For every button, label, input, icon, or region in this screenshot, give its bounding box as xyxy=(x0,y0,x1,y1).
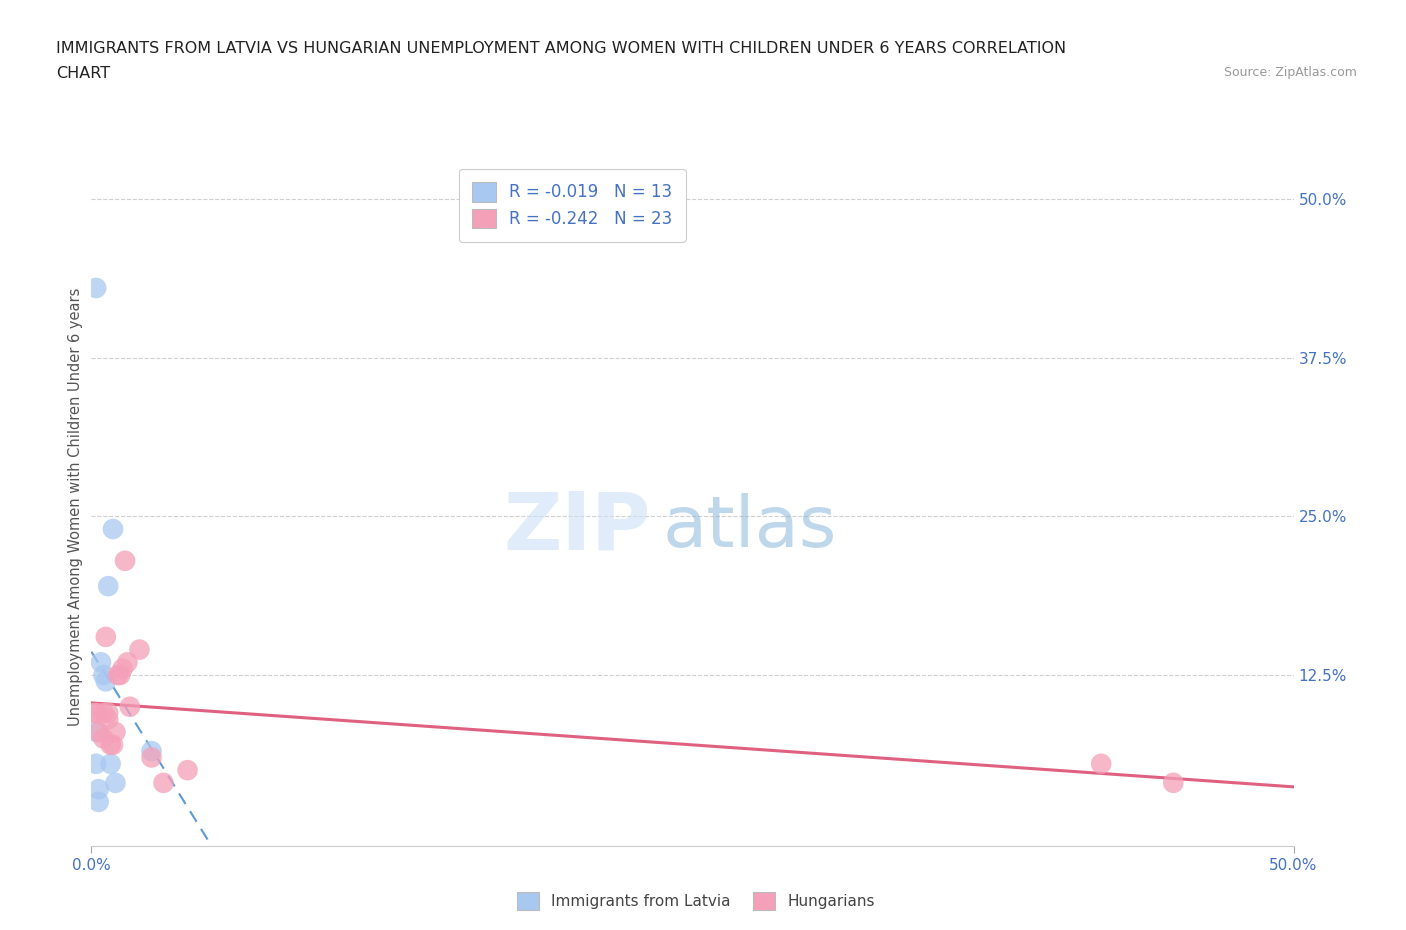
Point xyxy=(117,655,139,670)
Text: CHART: CHART xyxy=(56,66,110,81)
Point xyxy=(84,281,107,296)
Point xyxy=(141,750,163,764)
Point xyxy=(1161,776,1184,790)
Point xyxy=(94,630,117,644)
Point xyxy=(118,699,141,714)
Point xyxy=(97,578,120,593)
Point xyxy=(83,706,105,721)
Point xyxy=(152,776,174,790)
Point xyxy=(104,776,127,790)
Point xyxy=(110,668,132,683)
Point xyxy=(93,668,115,683)
Point xyxy=(87,782,110,797)
Point xyxy=(93,706,115,721)
Point xyxy=(87,794,110,809)
Text: Source: ZipAtlas.com: Source: ZipAtlas.com xyxy=(1223,66,1357,79)
Point xyxy=(94,674,117,689)
Point xyxy=(84,724,107,739)
Text: atlas: atlas xyxy=(662,493,837,562)
Point xyxy=(114,553,136,568)
Point xyxy=(84,756,107,771)
Text: IMMIGRANTS FROM LATVIA VS HUNGARIAN UNEMPLOYMENT AMONG WOMEN WITH CHILDREN UNDER: IMMIGRANTS FROM LATVIA VS HUNGARIAN UNEM… xyxy=(56,41,1066,56)
Point xyxy=(90,655,112,670)
Point xyxy=(128,643,150,658)
Point xyxy=(97,712,120,727)
Point xyxy=(1090,756,1112,771)
Point xyxy=(141,744,163,759)
Point xyxy=(100,737,122,752)
Point xyxy=(100,756,122,771)
Point xyxy=(101,522,124,537)
Point xyxy=(84,706,107,721)
Point xyxy=(104,724,127,739)
Point xyxy=(176,763,198,777)
Y-axis label: Unemployment Among Women with Children Under 6 years: Unemployment Among Women with Children U… xyxy=(67,287,83,726)
Legend: R = -0.019   N = 13, R = -0.242   N = 23: R = -0.019 N = 13, R = -0.242 N = 23 xyxy=(458,169,686,242)
Point xyxy=(111,661,134,676)
Point xyxy=(87,724,110,739)
Point xyxy=(101,737,124,752)
Text: ZIP: ZIP xyxy=(503,488,651,566)
Point xyxy=(93,731,115,746)
Legend: Immigrants from Latvia, Hungarians: Immigrants from Latvia, Hungarians xyxy=(510,884,882,918)
Point xyxy=(97,706,120,721)
Point xyxy=(107,668,129,683)
